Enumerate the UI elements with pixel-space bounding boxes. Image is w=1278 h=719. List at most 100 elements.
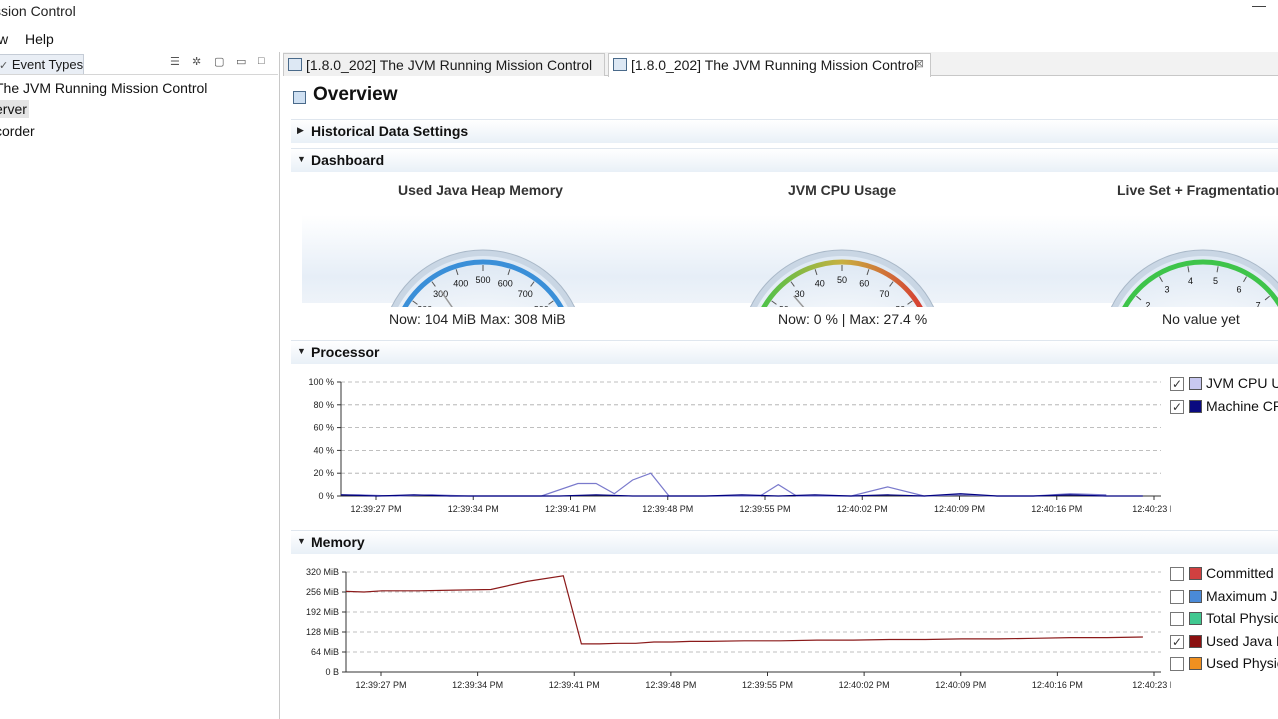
gauge-tick <box>907 300 913 305</box>
legend-swatch <box>1189 400 1202 413</box>
gauge-tick-label: 700 <box>518 289 533 299</box>
section-processor[interactable]: ▼ Processor <box>291 340 1278 364</box>
maximize-panel-icon[interactable]: □ <box>258 55 265 67</box>
gauge-title-cpu: JVM CPU Usage <box>788 182 897 198</box>
gauge-tick <box>431 281 436 287</box>
gauge-title-heap: Used Java Heap Memory <box>398 182 563 198</box>
tree-item-server[interactable]: erver <box>0 100 29 118</box>
collapse-all-icon[interactable]: ☰ <box>170 56 180 68</box>
overview-icon <box>293 91 306 104</box>
gauge-tick <box>548 300 554 305</box>
section-label: Historical Data Settings <box>311 123 469 139</box>
filter-icon[interactable]: ✲ <box>192 56 202 68</box>
editor-tab-2[interactable]: [1.8.0_202] The JVM Running Mission Cont… <box>608 53 931 77</box>
gauge-tick <box>1243 276 1247 283</box>
section-memory[interactable]: ▼ Memory <box>291 530 1278 554</box>
gauge-tick-label: 800 <box>534 305 549 307</box>
gauge-tick-label: 80 <box>895 305 905 307</box>
gauge-2: 0123456789% <box>1110 249 1278 307</box>
minimize-button[interactable]: — <box>1252 0 1266 13</box>
gauge-tick <box>530 281 535 287</box>
legend-checkbox[interactable] <box>1170 567 1184 581</box>
gauge-arc <box>761 259 923 307</box>
gauge-tick-label: 500 <box>475 275 490 285</box>
legend-checkbox[interactable]: ✓ <box>1170 377 1184 391</box>
gauge-tick <box>790 281 795 287</box>
title-bar: ssion Control — <box>0 0 1278 26</box>
gauge-1: 0102030405060708090100% <box>749 249 935 307</box>
gauge-arc <box>402 259 564 307</box>
window-title: ssion Control <box>0 3 76 19</box>
new-folder-icon[interactable]: ▢ <box>214 56 225 68</box>
menu-bar: w Help <box>0 30 1278 52</box>
processor-chart[interactable]: 100 % 80 % 60 % 40 % 20 % 0 % 12:39:27 PM 12:39… <box>291 370 1171 520</box>
gauge-tick <box>771 300 777 305</box>
jvm-console-icon <box>613 58 627 71</box>
gauge-tick-label: 200 <box>417 305 432 307</box>
x-tick-label: 12:40:02 PM <box>837 504 888 514</box>
event-types-tab-icon: ✓ <box>0 60 8 72</box>
gauge-tick-label: 6 <box>1236 285 1241 295</box>
legend-swatch <box>1189 567 1202 580</box>
legend-checkbox[interactable] <box>1170 590 1184 604</box>
series-line-0 <box>345 575 1143 645</box>
gauge-tick-label: 40 <box>815 279 825 289</box>
y-tick-label: 60 % <box>313 423 334 433</box>
gauge-tick <box>1216 266 1219 273</box>
section-dashboard[interactable]: ▼ Dashboard <box>291 148 1278 172</box>
section-label: Memory <box>311 534 365 550</box>
section-label: Processor <box>311 344 380 360</box>
gauge-tick-label: 50 <box>837 275 847 285</box>
legend-swatch <box>1189 590 1202 603</box>
menu-window[interactable]: w <box>0 31 9 47</box>
series-line-1 <box>340 493 1143 497</box>
legend-checkbox[interactable] <box>1170 612 1184 626</box>
legend-checkbox[interactable] <box>1170 657 1184 671</box>
y-tick-label: 20 % <box>313 468 334 478</box>
collapse-arrow-icon: ▼ <box>297 346 306 356</box>
gauge-tick <box>1136 295 1142 301</box>
menu-help[interactable]: Help <box>25 31 54 47</box>
x-tick-label: 12:40:02 PM <box>839 680 890 690</box>
x-tick-label: 12:40:16 PM <box>1032 680 1083 690</box>
gauge-tick <box>412 300 418 305</box>
gauge-tick-label: 2 <box>1145 301 1150 307</box>
y-tick-label: 0 B <box>325 667 339 677</box>
x-tick-label: 12:39:41 PM <box>549 680 600 690</box>
close-tab-icon[interactable]: ⊠ <box>914 58 924 70</box>
legend-checkbox[interactable]: ✓ <box>1170 400 1184 414</box>
y-tick-label: 192 MiB <box>306 607 339 617</box>
minimize-panel-icon[interactable]: ▭ <box>236 56 247 68</box>
tree-item-jvm[interactable]: The JVM Running Mission Control <box>0 80 208 96</box>
legend-swatch <box>1189 377 1202 390</box>
gauge-tick-label: 7 <box>1256 301 1261 307</box>
legend-checkbox[interactable]: ✓ <box>1170 635 1184 649</box>
event-types-tab-label: Event Types <box>11 57 84 72</box>
section-historical-data-settings[interactable]: ▶ Historical Data Settings <box>291 119 1278 143</box>
gauge-tick-label: 60 <box>859 279 869 289</box>
gauge-0: 01002003004005006007008009001000MiB <box>390 249 576 307</box>
gauge-face <box>757 256 927 307</box>
editor-tab-2-label: [1.8.0_202] The JVM Running Mission Cont… <box>631 57 918 73</box>
collapse-arrow-icon: ▼ <box>297 154 306 164</box>
gauge-status-cpu: Now: 0 % | Max: 27.4 % <box>778 311 928 327</box>
editor-tab-1[interactable]: [1.8.0_202] The JVM Running Mission Cont… <box>283 53 605 76</box>
memory-chart[interactable]: 320 MiB 256 MiB 192 MiB 128 MiB 64 MiB 0 B 12:… <box>291 560 1171 719</box>
x-tick-label: 12:39:41 PM <box>545 504 596 514</box>
editor-area: [1.8.0_202] The JVM Running Mission Cont… <box>283 52 1278 719</box>
y-tick-label: 320 MiB <box>306 567 339 577</box>
tree-item-recorder[interactable]: corder <box>0 123 35 139</box>
gauge-tick <box>1264 295 1270 301</box>
x-tick-label: 12:40:16 PM <box>1031 504 1082 514</box>
gauge-tick <box>1159 276 1163 283</box>
event-types-tab[interactable]: ✓ Event Types <box>0 54 84 74</box>
gauge-tick-label: 600 <box>498 279 513 289</box>
editor-tab-bar: [1.8.0_202] The JVM Running Mission Cont… <box>283 52 1278 77</box>
x-tick-label: 12:39:34 PM <box>452 680 503 690</box>
legend-swatch <box>1189 612 1202 625</box>
gauge-tick <box>455 269 459 276</box>
gauges-area: 01002003004005006007008009001000MiB01020… <box>390 249 1278 307</box>
gauge-tick-label: 30 <box>795 289 805 299</box>
x-tick-label: 12:39:34 PM <box>448 504 499 514</box>
y-tick-label: 128 MiB <box>306 627 339 637</box>
